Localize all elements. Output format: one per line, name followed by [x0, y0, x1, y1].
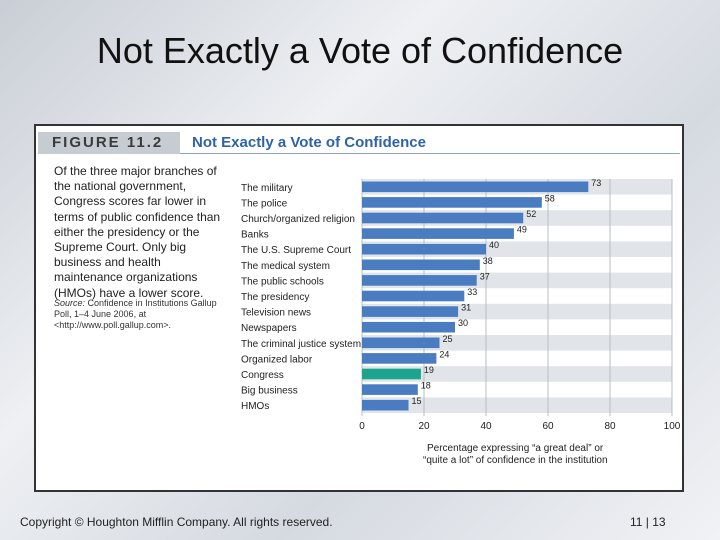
bar-congress [362, 368, 421, 380]
value-label: 58 [545, 193, 555, 203]
value-label: 15 [412, 396, 422, 406]
category-label: Church/organized religion [241, 214, 355, 225]
value-label: 40 [489, 240, 499, 250]
x-tick-label: 80 [604, 421, 616, 432]
copyright-notice: Copyright © Houghton Mifflin Company. Al… [20, 515, 333, 529]
bar-organized-labor [362, 353, 437, 364]
value-label: 52 [526, 209, 536, 219]
row-band [362, 397, 672, 413]
value-label: 24 [439, 349, 449, 359]
bar-hmos [362, 399, 409, 411]
figure-frame: FIGURE 11.2 Not Exactly a Vote of Confid… [34, 124, 684, 492]
value-label: 19 [424, 365, 434, 375]
bar-the-public-schools [362, 275, 477, 286]
bar-chart: The military 73 The police 58 Church/organiz… [241, 178, 681, 466]
category-label: The police [241, 198, 288, 209]
x-tick-label: 20 [418, 421, 430, 432]
value-label: 49 [517, 225, 527, 235]
x-axis-label: Percentage expressing “a great deal” or [427, 443, 604, 454]
source-text: Confidence in Institutions Gallup Poll, … [54, 298, 217, 330]
value-label: 31 [461, 303, 471, 313]
category-label: Organized labor [241, 354, 313, 365]
category-label: Big business [241, 386, 298, 397]
category-label: The U.S. Supreme Court [241, 245, 351, 256]
source-label: Source: [54, 298, 86, 308]
category-label: HMOs [241, 401, 269, 412]
figure-title: Not Exactly a Vote of Confidence [192, 134, 426, 151]
x-tick-label: 60 [542, 421, 554, 432]
bar-the-police [362, 197, 542, 208]
category-label: The military [241, 183, 293, 194]
bar-the-military [362, 181, 589, 193]
figure-source: Source: Confidence in Institutions Gallu… [54, 298, 224, 331]
bar-church-organized-religion [362, 212, 524, 224]
row-band [362, 366, 672, 382]
category-label: Television news [241, 308, 311, 319]
category-label: The criminal justice system [241, 339, 361, 350]
x-tick-label: 0 [359, 421, 365, 432]
category-label: The medical system [241, 261, 330, 272]
bar-the-criminal-justice-system [362, 337, 440, 349]
x-tick-label: 100 [664, 421, 681, 432]
category-label: The presidency [241, 292, 309, 303]
category-label: Congress [241, 370, 284, 381]
bar-newspapers [362, 321, 455, 333]
figure-header: FIGURE 11.2 Not Exactly a Vote of Confid… [38, 132, 680, 154]
bar-big-business [362, 384, 418, 395]
category-label: Newspapers [241, 323, 297, 334]
bar-banks [362, 228, 514, 239]
category-label: Banks [241, 230, 269, 241]
figure-description: Of the three major branches of the natio… [54, 164, 221, 300]
value-label: 33 [467, 287, 477, 297]
category-label: The public schools [241, 276, 324, 287]
slide-title: Not Exactly a Vote of Confidence [96, 30, 624, 71]
bar-the-medical-system [362, 259, 480, 271]
value-label: 30 [458, 318, 468, 328]
value-label: 25 [443, 334, 453, 344]
value-label: 38 [483, 256, 493, 266]
figure-label: FIGURE 11.2 [38, 132, 180, 154]
value-label: 37 [480, 271, 490, 281]
bar-television-news [362, 306, 459, 317]
page-number: 11 | 13 [630, 515, 666, 529]
header-rule [180, 153, 680, 154]
value-label: 18 [421, 381, 431, 391]
bar-the-u-s-supreme-court [362, 243, 486, 255]
x-axis-label: “quite a lot” of confidence in the insti… [423, 455, 608, 466]
value-label: 73 [591, 178, 601, 188]
bar-the-presidency [362, 290, 465, 302]
x-tick-label: 40 [480, 421, 492, 432]
